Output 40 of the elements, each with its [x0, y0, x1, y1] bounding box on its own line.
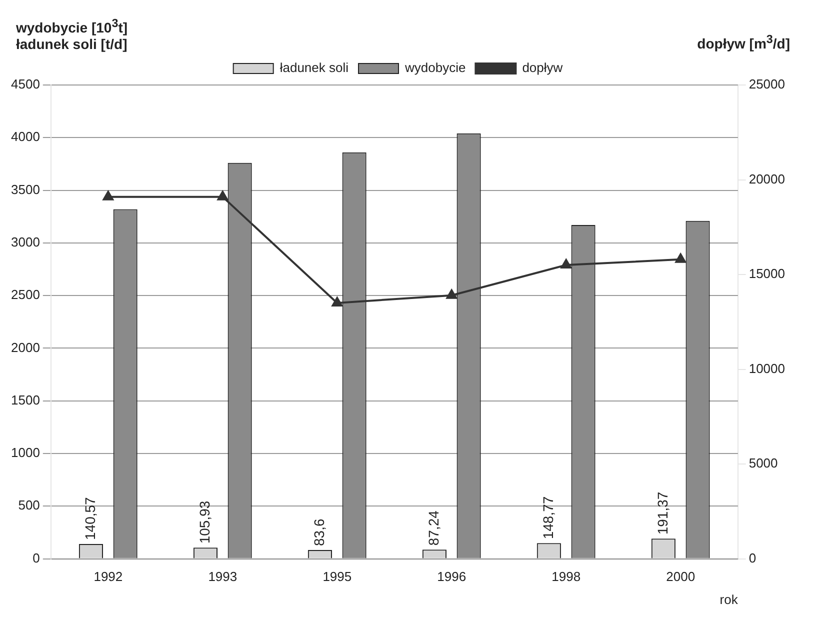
y2-tick-label: 20000 — [748, 171, 786, 186]
x-tick-label: 2000 — [666, 569, 696, 584]
legend-label: dopływ — [522, 60, 564, 76]
y-tick-label: 4000 — [11, 129, 40, 144]
y-axis-title: wydobycie [10$^{3}$t] ładunek soli [t/d] — [16, 17, 128, 52]
x-tick-label: 1992 — [94, 569, 123, 584]
x-tick-label: 1996 — [437, 569, 466, 584]
y-tick-label: 0 — [32, 550, 40, 566]
y2-axis-title: dopływ [m$^{3}$/d] — [697, 33, 790, 52]
data-label: 148,77 — [540, 496, 556, 540]
y2-tick-label: 10000 — [748, 360, 786, 376]
x-tick-label: 1993 — [208, 569, 238, 584]
point — [560, 259, 572, 269]
data-label: 87,24 — [425, 510, 442, 546]
legend-label: ładunek soli — [280, 60, 349, 76]
data-label: 140,57 — [82, 496, 98, 540]
y-tick-label: 4500 — [11, 76, 40, 92]
point — [102, 190, 114, 200]
data-label: 191,37 — [654, 492, 670, 535]
x-tick-label: 1995 — [322, 569, 352, 584]
x-tick-label: 1998 — [552, 569, 581, 584]
point — [217, 190, 228, 200]
data-label: 105,93 — [196, 500, 212, 544]
y-tick-label: 1000 — [11, 445, 40, 460]
y-tick-label: 2000 — [11, 340, 40, 355]
y2-tick-label: 0 — [748, 550, 756, 566]
y-tick-label: 2500 — [11, 287, 40, 302]
y-tick-label: 3000 — [11, 234, 40, 250]
data-label: 83,6 — [310, 518, 327, 546]
x-axis-title: rok — [720, 592, 738, 607]
y2-tick-label: 5000 — [748, 456, 778, 471]
y-tick-label: 3500 — [11, 182, 40, 197]
point — [332, 296, 342, 306]
y-tick-label: 500 — [18, 498, 40, 513]
legend-label: wydobycie — [404, 60, 466, 76]
point — [675, 253, 686, 263]
y-tick-label: 1500 — [11, 392, 40, 408]
y2-tick-label: 15000 — [748, 266, 786, 282]
y2-tick-label: 25000 — [748, 76, 786, 92]
point — [446, 289, 457, 299]
